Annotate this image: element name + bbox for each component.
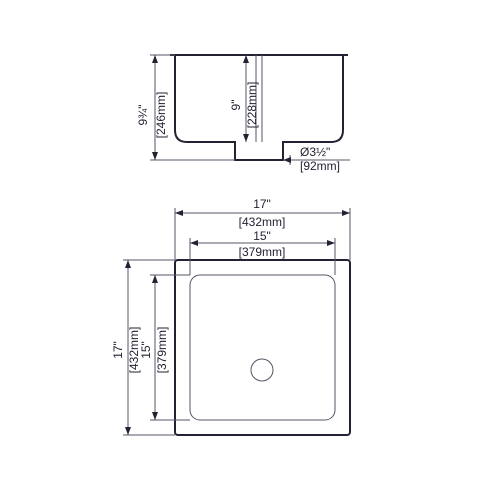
svg-text:15": 15" [139,341,153,359]
dim-section-height-outer: 9¾" [246mm] [136,55,235,160]
svg-text:17": 17" [111,341,125,359]
plan-drain-hole [251,359,273,381]
svg-text:9¾": 9¾" [136,105,150,126]
svg-text:[92mm]: [92mm] [300,159,340,173]
svg-text:9": 9" [229,100,243,111]
svg-text:Ø3½": Ø3½" [300,145,330,159]
svg-text:[379mm]: [379mm] [155,327,169,374]
dim-plan-height-inner: 15" [379mm] [139,275,190,420]
svg-text:[246mm]: [246mm] [154,92,168,139]
svg-text:[379mm]: [379mm] [239,245,286,259]
dim-section-height-inner: 9" [228mm] [229,55,259,142]
section-view: 9¾" [246mm] 9" [228mm] Ø3½" [92mm] [136,55,350,173]
svg-text:17": 17" [253,197,271,211]
svg-text:[432mm]: [432mm] [239,215,286,229]
svg-text:15": 15" [253,229,271,243]
dim-drain-dia: Ø3½" [92mm] [283,145,350,173]
plan-view: 17" [432mm] 15" [379mm] 17" [432mm] [111,197,350,435]
dim-plan-width-inner: 15" [379mm] [190,229,335,275]
plan-outer-rect [175,260,350,435]
technical-drawing: 9¾" [246mm] 9" [228mm] Ø3½" [92mm] [0,0,500,500]
svg-text:[228mm]: [228mm] [245,82,259,129]
plan-inner-rect [190,275,335,420]
